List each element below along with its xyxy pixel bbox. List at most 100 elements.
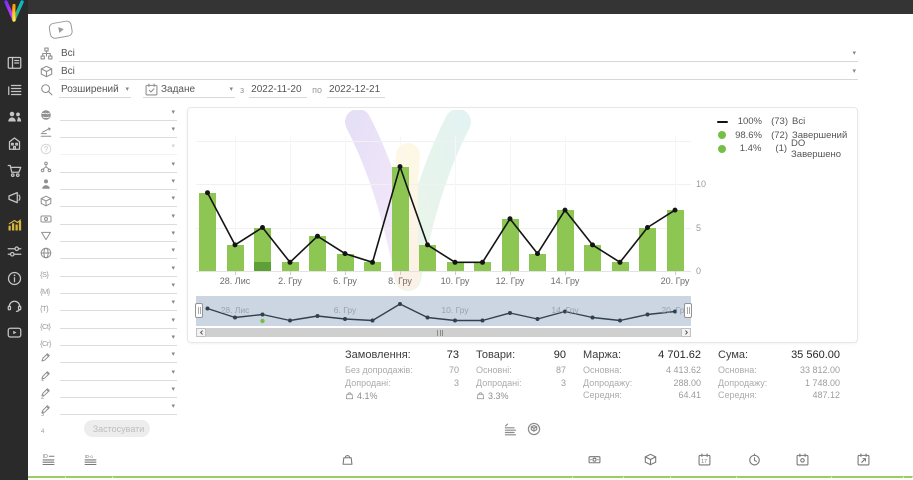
filter-panel-field[interactable]: ▾ bbox=[60, 211, 177, 225]
bar-completed[interactable] bbox=[666, 210, 684, 271]
filter-panel-field[interactable]: ▾ bbox=[60, 124, 177, 138]
filter-panel-field[interactable]: ▾ bbox=[60, 159, 177, 173]
toolbar-calendar-17-icon[interactable]: 17 bbox=[698, 453, 711, 466]
filter-panel-row[interactable]: ▾ bbox=[40, 245, 177, 260]
bar-completed[interactable] bbox=[199, 192, 216, 271]
bar-completed[interactable] bbox=[529, 253, 546, 271]
apply-button[interactable]: Застосувати bbox=[84, 420, 150, 437]
app-logo-icon bbox=[2, 0, 26, 23]
filter-panel-row[interactable]: 2 ▾ bbox=[40, 366, 177, 401]
sidebar-item-analytics-icon[interactable] bbox=[7, 217, 22, 232]
filter-panel-field[interactable]: ▾ bbox=[60, 280, 177, 294]
bar-completed[interactable] bbox=[364, 262, 381, 271]
filter-source-select[interactable]: Всі ▾ bbox=[40, 45, 858, 62]
sidebar-item-support-icon[interactable] bbox=[7, 298, 22, 313]
sidebar-item-broadcast-icon[interactable] bbox=[7, 190, 22, 205]
stat-subrow-value: 87 bbox=[555, 365, 566, 375]
sidebar-item-settings-icon[interactable] bbox=[7, 244, 22, 259]
filter-panel-row[interactable]: ▾ bbox=[40, 227, 177, 242]
filter-panel-field[interactable]: ▾ bbox=[60, 384, 177, 399]
sidebar-item-cart-icon[interactable] bbox=[7, 163, 22, 178]
scrollbar-grip[interactable] bbox=[437, 329, 443, 336]
filter-panel-field[interactable]: ▾ bbox=[60, 228, 177, 242]
bar-completed[interactable] bbox=[226, 244, 244, 271]
bar-completed[interactable] bbox=[254, 227, 271, 263]
filter-source-field[interactable]: Всі ▾ bbox=[59, 46, 858, 62]
search-mode-select[interactable]: Розширений ▾ bbox=[59, 82, 131, 98]
date-to-input[interactable]: 2022-12-21 bbox=[327, 82, 386, 98]
stat-upsell-value: 3.3% bbox=[488, 391, 509, 401]
sidebar-item-company-icon[interactable] bbox=[7, 136, 22, 151]
filter-panel-row[interactable]: 1 ▾ bbox=[40, 349, 177, 383]
toolbar-money-icon[interactable] bbox=[588, 453, 601, 466]
filter-panel-row[interactable]: {Ct} ▾ bbox=[40, 314, 177, 331]
bar-completed[interactable] bbox=[501, 218, 519, 271]
legend-item[interactable]: 98.6% (72) Завершений bbox=[715, 129, 857, 143]
filter-panel-row[interactable]: 4 ▾ bbox=[40, 401, 177, 435]
bar-completed[interactable] bbox=[446, 262, 464, 271]
filter-panel-field[interactable]: ▾ bbox=[60, 245, 177, 260]
toolbar-id-lines-icon[interactable]: ID bbox=[42, 453, 55, 466]
date-from-input[interactable]: 2022-11-20 bbox=[249, 82, 308, 98]
bar-completed[interactable] bbox=[281, 262, 299, 271]
bar-completed[interactable] bbox=[556, 210, 574, 271]
toolbar-package-icon[interactable] bbox=[644, 453, 657, 466]
scroll-left-button[interactable] bbox=[196, 328, 206, 337]
filter-panel-field[interactable]: ▾ bbox=[60, 141, 177, 156]
product-circle-icon[interactable] bbox=[527, 422, 541, 436]
video-help-button[interactable] bbox=[47, 19, 76, 43]
filter-product-field[interactable]: Всі ▾ bbox=[59, 64, 858, 80]
sidebar-item-info-icon[interactable] bbox=[7, 271, 22, 286]
bar-completed[interactable] bbox=[419, 244, 436, 271]
bar-completed[interactable] bbox=[639, 227, 656, 271]
toolbar-calendar-dot-icon[interactable] bbox=[796, 453, 809, 466]
bar-completed[interactable] bbox=[336, 253, 354, 271]
filter-panel-field[interactable]: ▾ bbox=[60, 315, 177, 329]
sidebar-item-dashboard-icon[interactable] bbox=[7, 55, 22, 70]
bar-segment-do-completed[interactable] bbox=[254, 262, 271, 271]
filter-panel-field[interactable]: ▾ bbox=[60, 349, 177, 364]
scroll-right-button[interactable] bbox=[681, 328, 691, 337]
navigator-right-handle[interactable] bbox=[684, 303, 692, 318]
filter-panel-row[interactable]: ▾ bbox=[40, 158, 177, 173]
bar-completed[interactable] bbox=[584, 244, 601, 271]
bar-completed[interactable] bbox=[474, 262, 491, 271]
filter-panel-row[interactable]: ▾ bbox=[40, 193, 177, 208]
filter-panel-row[interactable]: 3 ▾ bbox=[40, 384, 177, 418]
filter-panel-row[interactable]: {T} ▾ bbox=[40, 297, 177, 313]
toolbar-calendar-arrow-icon[interactable] bbox=[857, 453, 870, 466]
filter-panel-field[interactable]: ▾ bbox=[60, 297, 177, 312]
filter-panel-row[interactable]: ▾ bbox=[40, 210, 177, 225]
filter-panel-field[interactable]: ▾ bbox=[60, 193, 177, 208]
filter-panel-field[interactable]: ▾ bbox=[60, 401, 177, 416]
filter-panel-row[interactable]: ▾ bbox=[40, 175, 177, 190]
filter-panel-field[interactable]: ▾ bbox=[60, 367, 177, 381]
filter-panel-row[interactable]: ▾ bbox=[40, 106, 177, 121]
bar-completed[interactable] bbox=[611, 262, 629, 271]
legend-item[interactable]: 1.4% (1) DO Завершено bbox=[715, 138, 857, 160]
toolbar-id-o-lines-icon[interactable]: ID-o bbox=[84, 453, 97, 466]
toolbar-bag-icon[interactable] bbox=[341, 453, 354, 466]
chart-scrollbar[interactable] bbox=[196, 328, 691, 337]
chart-range-navigator[interactable]: 28. Лис 6. Гру 10. Гру 14. Гру 20. Гру bbox=[195, 296, 692, 326]
date-mode-select[interactable]: Задане ▾ bbox=[143, 82, 235, 98]
filter-panel-row[interactable]: ▾ bbox=[40, 141, 177, 156]
sidebar-item-orders-list-icon[interactable] bbox=[7, 82, 22, 97]
filter-panel-row[interactable]: {M} ▾ bbox=[40, 280, 177, 296]
filter-panel-row[interactable]: {S} ▾ bbox=[40, 262, 177, 279]
filter-panel-field[interactable]: ▾ bbox=[60, 263, 177, 277]
filter-product-select[interactable]: Всі ▾ bbox=[40, 63, 858, 80]
filter-panel-field[interactable]: ▾ bbox=[60, 332, 177, 347]
filter-panel-row[interactable]: {Cr} ▾ bbox=[40, 332, 177, 348]
legend-item[interactable]: 100% (73) Всі bbox=[715, 115, 857, 129]
sidebar-item-video-icon[interactable] bbox=[7, 325, 22, 340]
report-list-icon[interactable] bbox=[504, 422, 518, 436]
toolbar-clock-icon[interactable] bbox=[748, 453, 761, 466]
filter-panel-row[interactable]: ▾ bbox=[40, 123, 177, 138]
filter-panel-field[interactable]: ▾ bbox=[60, 107, 177, 121]
sidebar-item-customers-icon[interactable] bbox=[7, 109, 22, 124]
bar-completed[interactable] bbox=[391, 166, 409, 271]
navigator-left-handle[interactable] bbox=[195, 303, 203, 318]
filter-panel-field[interactable]: ▾ bbox=[60, 176, 177, 190]
bar-completed[interactable] bbox=[309, 236, 326, 271]
